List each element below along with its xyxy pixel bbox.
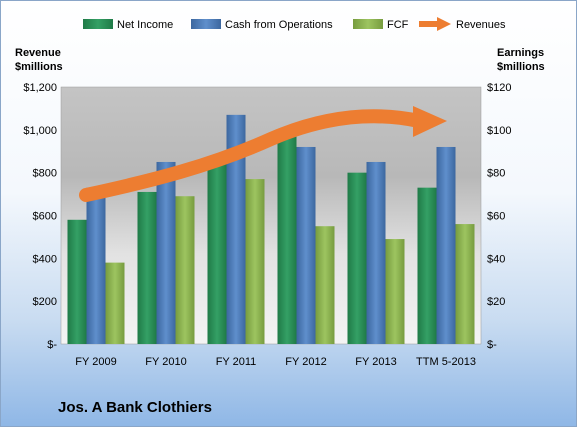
legend-label-fcf: FCF [387,19,409,31]
plot-area [60,86,482,345]
category-label: FY 2012 [285,356,326,368]
left-tick-label: $200 [33,296,57,308]
fcf-bar [245,179,265,344]
left-tick-label: $1,000 [23,125,57,137]
category-label: FY 2009 [75,356,116,368]
net-income-bar [137,191,157,344]
revenues-trend [79,106,447,202]
revenues-arrow-line [79,109,426,202]
right-tick-label: $100 [487,125,511,137]
right-tick-label: $40 [487,253,505,265]
category-label: TTM 5-2013 [416,356,476,368]
left-tick-label: $800 [33,168,57,180]
legend-label-cash-ops: Cash from Operations [225,19,333,31]
right-tick-label: $- [487,339,497,351]
company-label: Jos. A Bank Clothiers [58,399,212,416]
legend-swatch-fcf [353,19,383,29]
fcf-bar [175,196,195,344]
right-tick-label: $60 [487,211,505,223]
legend-swatch-net-income [83,19,113,29]
right-axis-title-line2: $millions [497,61,545,73]
right-tick-label: $120 [487,82,511,94]
net-income-bar [347,172,367,344]
left-tick-label: $400 [33,253,57,265]
net-income-bar [417,187,437,344]
left-tick-label: $600 [33,211,57,223]
right-axis-ticks: $- $20 $40 $60 $80 $100 $120 [487,82,511,351]
category-labels: FY 2009 FY 2010 FY 2011 FY 2012 FY 2013 TTM 5… [75,356,476,368]
fcf-bar [455,224,475,344]
left-axis-title-line2: $millions [15,61,63,73]
right-axis-title-line1: Earnings [497,47,544,59]
bars [67,114,475,344]
cash-ops-bar [296,146,316,344]
cash-ops-bar [86,187,106,344]
cash-ops-bar [226,114,246,344]
fcf-bar [385,239,405,344]
legend: Net Income Cash from Operations FCF Reve… [83,17,506,31]
fcf-bar [105,262,125,344]
category-label: FY 2013 [355,356,396,368]
net-income-bar [67,219,87,344]
right-tick-label: $80 [487,168,505,180]
right-tick-label: $20 [487,296,505,308]
net-income-bar [277,134,297,344]
category-label: FY 2010 [145,356,186,368]
category-label: FY 2011 [216,356,257,368]
legend-label-revenues: Revenues [456,19,506,31]
legend-arrow-icon [437,17,451,31]
revenues-arrow-head-icon [413,106,447,137]
left-axis-title-line1: Revenue [15,47,61,59]
left-axis-ticks: $- $200 $400 $600 $800 $1,000 $1,200 [23,82,57,351]
fcf-bar [315,226,335,344]
left-tick-label: $1,200 [23,82,57,94]
legend-label-net-income: Net Income [117,19,173,31]
cash-ops-bar [436,146,456,344]
net-income-bar [207,159,227,344]
left-tick-label: $- [47,339,57,351]
cash-ops-bar [366,161,386,344]
cash-ops-bar [156,161,176,344]
legend-swatch-cash-ops [191,19,221,29]
